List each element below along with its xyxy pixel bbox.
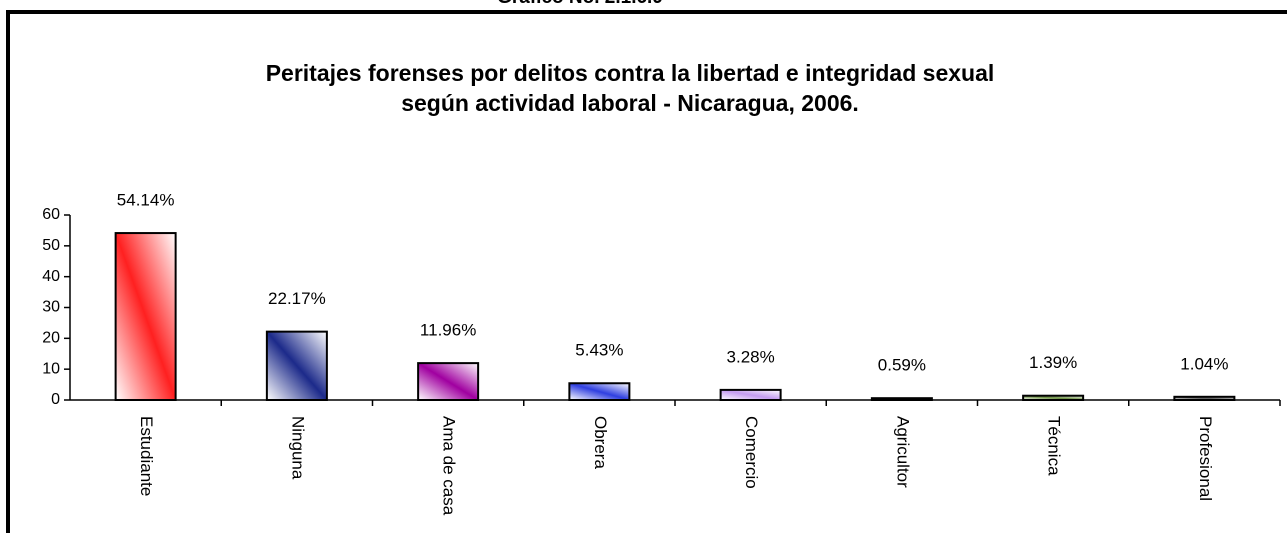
value-label: 3.28% [727, 347, 775, 366]
bar [719, 388, 782, 401]
value-label: 0.59% [878, 356, 926, 375]
y-tick-label: 20 [42, 330, 60, 347]
bar [870, 397, 933, 402]
chart-title: según actividad laboral - Nicaragua, 200… [401, 90, 859, 116]
x-tick-label: Ninguna [288, 416, 307, 480]
x-tick-label: Técnica [1045, 416, 1064, 476]
bar [1022, 394, 1085, 402]
x-tick-label: Agricultor [893, 416, 912, 488]
y-tick-label: 50 [42, 237, 60, 254]
value-label: 5.43% [575, 341, 623, 360]
x-tick-label: Estudiante [137, 416, 156, 496]
value-label: 54.14% [117, 191, 175, 210]
y-tick-label: 10 [42, 360, 60, 377]
x-tick-label: Ama de casa [440, 416, 459, 516]
bar [265, 330, 328, 401]
bar [417, 362, 480, 401]
bar [1173, 395, 1236, 402]
y-tick-label: 60 [42, 206, 60, 223]
y-tick-label: 30 [42, 299, 60, 316]
value-label: 22.17% [268, 289, 326, 308]
y-tick-label: 0 [51, 391, 60, 408]
bar [114, 232, 177, 401]
value-label: 1.39% [1029, 353, 1077, 372]
x-tick-label: Profesional [1196, 416, 1215, 501]
y-tick-label: 40 [42, 268, 60, 285]
chart-title: Peritajes forenses por delitos contra la… [266, 60, 995, 86]
value-label: 1.04% [1180, 354, 1228, 373]
caption: Gráfico No. 2.1.6.9 [497, 0, 663, 8]
bar [568, 382, 631, 402]
x-tick-label: Obrera [591, 416, 610, 469]
value-label: 11.96% [420, 321, 476, 340]
x-tick-label: Comercio [742, 416, 761, 489]
